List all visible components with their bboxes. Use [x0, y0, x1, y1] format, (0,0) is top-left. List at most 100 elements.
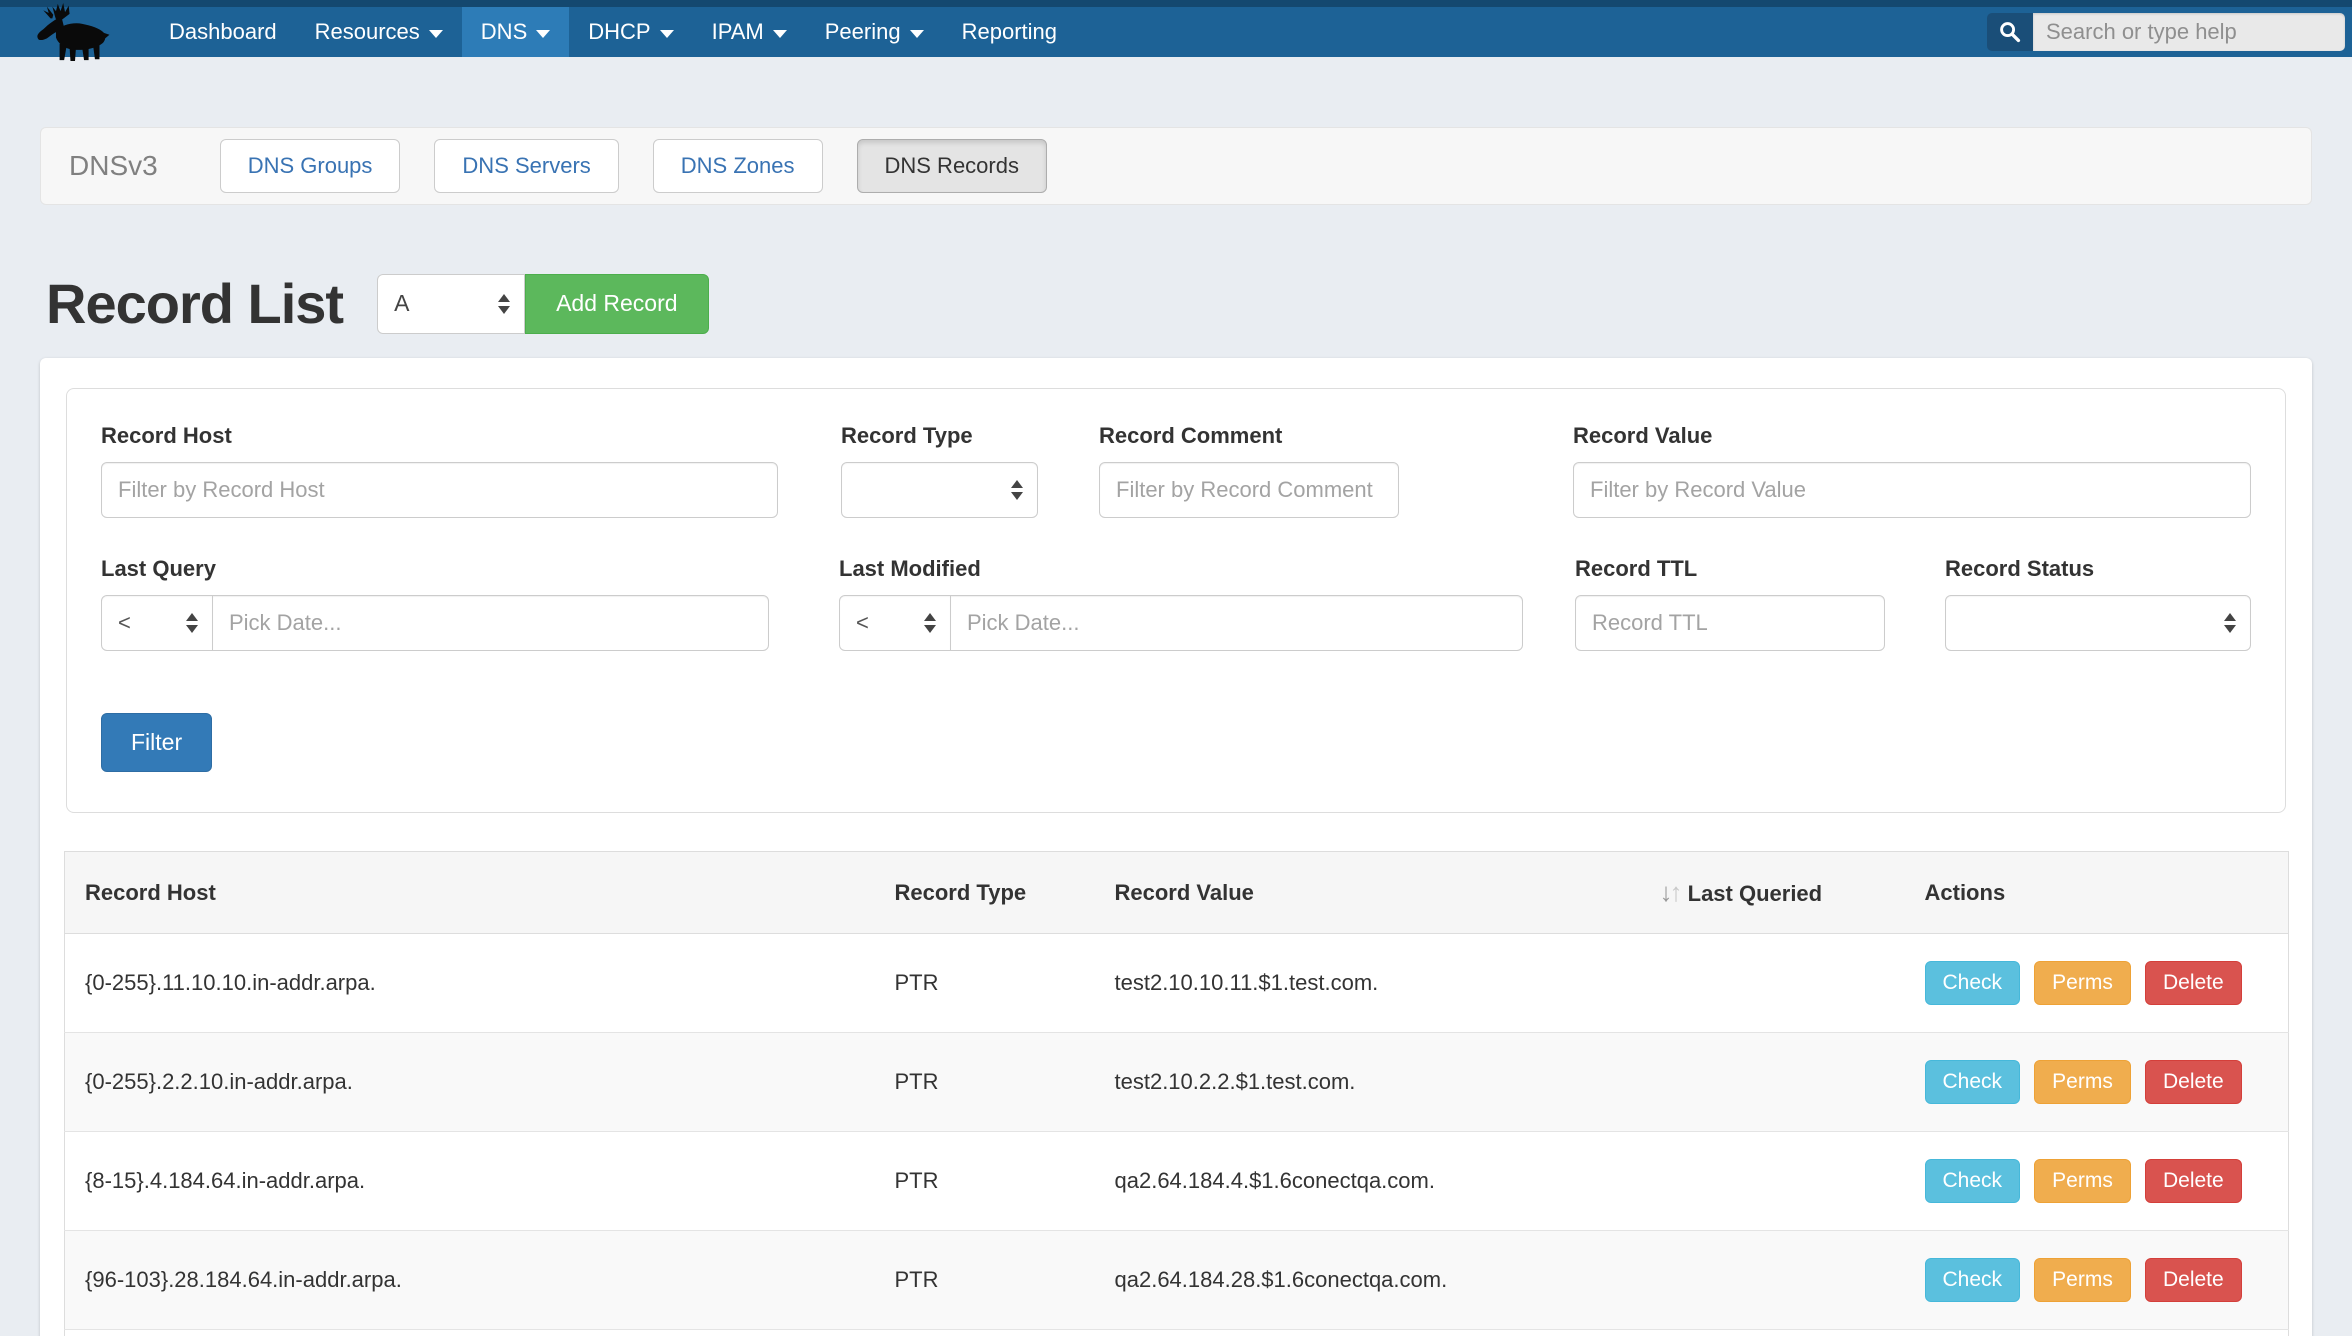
perms-button[interactable]: Perms — [2034, 1159, 2131, 1203]
nav-label: DHCP — [588, 19, 651, 44]
actions-cell: Check Perms Delete — [1904, 933, 2289, 1033]
record-type-cell: A — [874, 1329, 1095, 1336]
tab-dns-servers[interactable]: DNS Servers — [434, 139, 619, 193]
sort-icon[interactable]: ↓↑ — [1659, 877, 1683, 907]
record-type-label: Record Type — [841, 423, 973, 448]
table-row: $1.0.2.10.qa.6connect.com. A 10.2.0.{0-2… — [64, 1329, 2289, 1336]
last-modified-operator-value: < — [856, 610, 869, 635]
moose-icon — [37, 3, 110, 61]
filter-button[interactable]: Filter — [101, 713, 213, 772]
records-panel: Record Host Record Type Record Comment R… — [40, 358, 2312, 1336]
column-header-record-type: Record Type — [874, 851, 1095, 934]
selected-record-type: A — [394, 290, 410, 316]
nav-item-ipam[interactable]: IPAM — [693, 7, 806, 57]
last-queried-header-label: Last Queried — [1687, 881, 1823, 906]
record-value-cell: qa2.64.184.4.$1.6conectqa.com. — [1094, 1131, 1640, 1231]
last-queried-cell — [1639, 1032, 1905, 1132]
dnsv3-subnav: DNSv3 DNS Groups DNS Servers DNS Zones D… — [40, 127, 2312, 205]
nav-label: Peering — [824, 19, 901, 44]
nav-label: Resources — [314, 19, 420, 44]
record-host-cell: {8-15}.4.184.64.in-addr.arpa. — [64, 1131, 875, 1231]
delete-button[interactable]: Delete — [2144, 961, 2242, 1005]
last-query-operator-value: < — [118, 610, 131, 635]
add-record-group: A Add Record — [377, 273, 709, 334]
nav-item-dhcp[interactable]: DHCP — [569, 7, 692, 57]
global-search-input[interactable] — [2033, 13, 2345, 51]
nav-item-reporting[interactable]: Reporting — [943, 7, 1076, 57]
select-caret-icon — [1011, 480, 1023, 500]
delete-button[interactable]: Delete — [2144, 1159, 2242, 1203]
last-modified-operator-select[interactable]: < — [839, 595, 951, 651]
table-row: {0-255}.11.10.10.in-addr.arpa. PTR test2… — [64, 933, 2289, 1033]
nav-label: Reporting — [961, 19, 1057, 44]
record-comment-filter-input[interactable] — [1099, 462, 1399, 518]
actions-cell: Check Perms Delete — [1904, 1131, 2289, 1231]
last-queried-cell — [1639, 1131, 1905, 1231]
last-queried-cell — [1639, 1230, 1905, 1330]
add-record-button[interactable]: Add Record — [525, 273, 709, 334]
table-row: {96-103}.28.184.64.in-addr.arpa. PTR qa2… — [64, 1230, 2289, 1330]
actions-cell: Check Perms Delete — [1904, 1230, 2289, 1330]
last-modified-date-input[interactable] — [950, 595, 1523, 651]
last-query-date-input[interactable] — [212, 595, 769, 651]
table-header-row: Record Host Record Type Record Value ↓↑ … — [64, 851, 2289, 934]
check-button[interactable]: Check — [1924, 1258, 2021, 1302]
record-type-filter-select[interactable] — [841, 462, 1038, 518]
nav-label: IPAM — [711, 19, 764, 44]
record-value-cell: 10.2.0.{0-255} — [1094, 1329, 1640, 1336]
nav-item-peering[interactable]: Peering — [806, 7, 943, 57]
record-value-label: Record Value — [1573, 423, 1713, 448]
check-button[interactable]: Check — [1924, 1159, 2021, 1203]
table-row: {0-255}.2.2.10.in-addr.arpa. PTR test2.1… — [64, 1032, 2289, 1132]
select-caret-icon — [186, 613, 198, 633]
last-queried-cell — [1639, 933, 1905, 1033]
record-host-cell: {96-103}.28.184.64.in-addr.arpa. — [64, 1230, 875, 1330]
record-status-label: Record Status — [1945, 556, 2095, 581]
column-header-actions: Actions — [1904, 851, 2289, 934]
nav-label: DNS — [480, 19, 528, 44]
nav-item-dns[interactable]: DNS — [461, 7, 570, 57]
record-ttl-filter-input[interactable] — [1575, 595, 1885, 651]
record-host-cell: $1.0.2.10.qa.6connect.com. — [64, 1329, 875, 1336]
main-nav: Dashboard Resources DNS DHCP IPAM Peerin… — [150, 7, 1076, 57]
tab-dns-zones[interactable]: DNS Zones — [652, 139, 823, 193]
tab-dns-records[interactable]: DNS Records — [856, 139, 1047, 193]
navbar-top-strip — [0, 0, 2352, 7]
record-value-filter-input[interactable] — [1573, 462, 2251, 518]
search-icon[interactable] — [1987, 13, 2033, 51]
column-header-last-queried[interactable]: ↓↑ Last Queried — [1639, 851, 1905, 934]
delete-button[interactable]: Delete — [2144, 1258, 2242, 1302]
perms-button[interactable]: Perms — [2034, 1258, 2131, 1302]
record-ttl-label: Record TTL — [1575, 556, 1698, 581]
record-comment-label: Record Comment — [1099, 423, 1283, 448]
actions-cell: Check Perms Delete — [1904, 1329, 2289, 1336]
moose-logo[interactable] — [0, 3, 150, 61]
nav-item-resources[interactable]: Resources — [296, 7, 462, 57]
last-query-label: Last Query — [101, 556, 216, 581]
column-header-record-host: Record Host — [64, 851, 875, 934]
nav-item-dashboard[interactable]: Dashboard — [150, 7, 296, 57]
record-value-cell: test2.10.10.11.$1.test.com. — [1094, 933, 1640, 1033]
record-type-cell: PTR — [874, 1032, 1095, 1132]
record-type-add-select[interactable]: A — [377, 273, 526, 334]
delete-button[interactable]: Delete — [2144, 1060, 2242, 1104]
table-row: {8-15}.4.184.64.in-addr.arpa. PTR qa2.64… — [64, 1131, 2289, 1231]
last-modified-label: Last Modified — [839, 556, 981, 581]
record-status-filter-select[interactable] — [1945, 595, 2251, 651]
perms-button[interactable]: Perms — [2034, 1060, 2131, 1104]
record-host-cell: {0-255}.11.10.10.in-addr.arpa. — [64, 933, 875, 1033]
top-navbar: Dashboard Resources DNS DHCP IPAM Peerin… — [0, 0, 2352, 61]
check-button[interactable]: Check — [1924, 961, 2021, 1005]
last-query-operator-select[interactable]: < — [101, 595, 213, 651]
check-button[interactable]: Check — [1924, 1060, 2021, 1104]
records-table: Record Host Record Type Record Value ↓↑ … — [64, 851, 2289, 1336]
dnsv3-brand: DNSv3 — [69, 150, 158, 181]
chevron-down-icon — [428, 29, 443, 38]
record-host-filter-input[interactable] — [101, 462, 778, 518]
perms-button[interactable]: Perms — [2034, 961, 2131, 1005]
record-value-cell: qa2.64.184.28.$1.6conectqa.com. — [1094, 1230, 1640, 1330]
chevron-down-icon — [772, 29, 787, 38]
record-type-cell: PTR — [874, 933, 1095, 1033]
select-caret-icon — [498, 293, 511, 314]
tab-dns-groups[interactable]: DNS Groups — [219, 139, 401, 193]
